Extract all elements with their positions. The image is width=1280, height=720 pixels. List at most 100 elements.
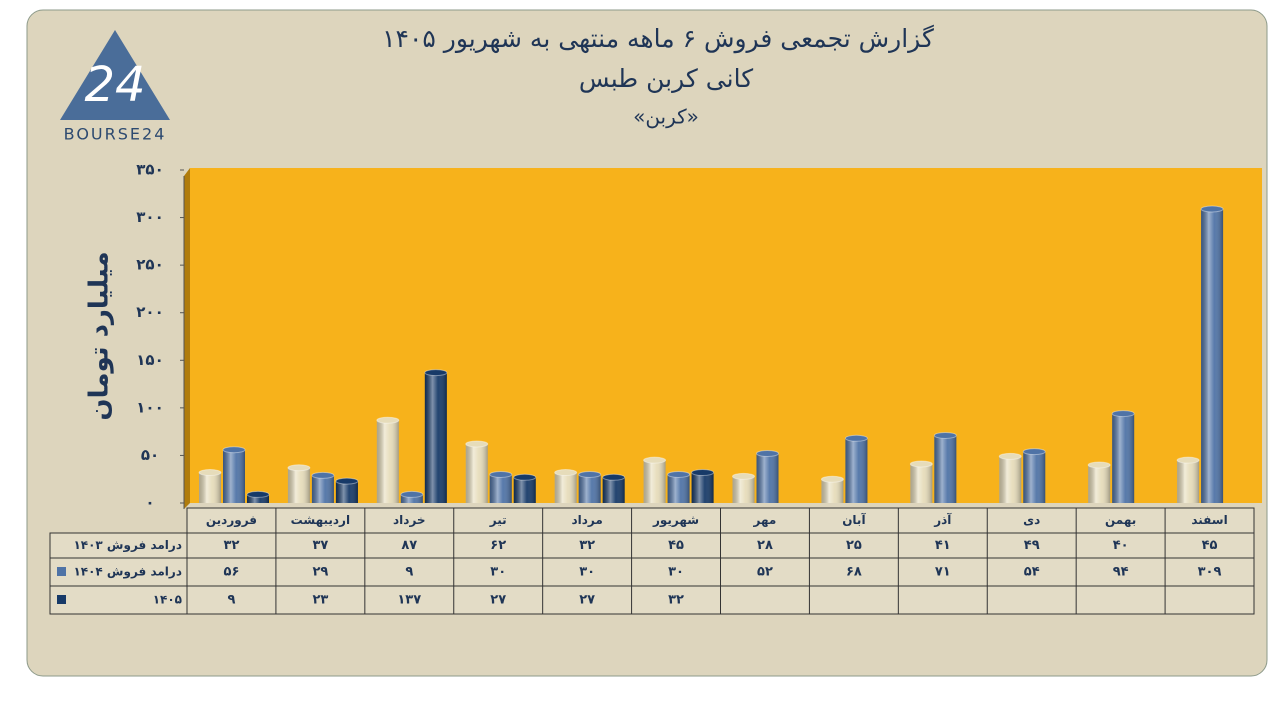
bar-top <box>1022 448 1046 456</box>
bar-top <box>643 456 667 464</box>
bar-shine <box>199 472 221 503</box>
x-tick-label: بهمن <box>1105 513 1136 527</box>
x-tick-label: دی <box>1023 513 1040 527</box>
bar-top <box>554 469 578 477</box>
bar-top <box>820 475 844 483</box>
bar-shine <box>424 372 447 503</box>
bar-shine <box>465 444 488 503</box>
bar-top <box>578 470 602 478</box>
legend-swatch <box>57 595 66 604</box>
bar-top <box>756 450 779 458</box>
bar-top <box>998 452 1022 460</box>
bar-shine <box>376 420 399 503</box>
bar-top <box>1087 461 1111 469</box>
logo-shape <box>60 30 170 120</box>
table-value: ۲۷ <box>579 593 595 608</box>
bar-shine <box>934 435 957 503</box>
legend-label: درامد فروش ۱۴۰۴ <box>73 565 182 580</box>
y-tick-label: ۱۵۰ <box>136 351 163 369</box>
bar-shine <box>489 474 512 503</box>
table-value: ۳۰ <box>668 565 684 580</box>
plot-wall <box>184 168 190 509</box>
bar-top <box>376 416 400 424</box>
bar-top <box>1111 410 1135 418</box>
x-tick-label: فروردین <box>206 513 257 528</box>
table-value: ۳۷ <box>312 538 328 553</box>
bar-shine <box>756 453 779 503</box>
table-value: ۶۸ <box>846 565 862 580</box>
bar-top <box>287 464 311 472</box>
bar-top <box>1176 456 1200 464</box>
x-tick-label: تیر <box>489 513 507 527</box>
bar-top <box>909 460 933 468</box>
table-value: ۳۰۹ <box>1198 565 1222 580</box>
bar-shine <box>732 476 755 503</box>
bar-shine <box>667 474 690 503</box>
bar-shine <box>400 494 423 503</box>
table-value: ۹ <box>227 593 235 608</box>
y-tick-label: ۳۰۰ <box>136 208 163 226</box>
table-value: ۹۴ <box>1113 565 1129 580</box>
table-value: ۴۹ <box>1024 538 1040 553</box>
table-bg <box>49 532 188 615</box>
bar-shine <box>578 474 601 503</box>
bar-top <box>400 490 424 498</box>
bar-shine <box>1201 209 1224 503</box>
x-tick-label: خرداد <box>393 513 426 527</box>
bar-top <box>222 446 246 454</box>
table-value: ۲۳ <box>312 593 328 608</box>
bar-shine <box>691 472 714 503</box>
table-value: ۳۰ <box>579 565 595 580</box>
bar-shine <box>910 463 933 503</box>
bar-top <box>933 431 957 439</box>
table-value: ۴۰ <box>1113 538 1129 553</box>
bar-shine <box>1088 464 1111 503</box>
y-tick-label: ۲۵۰ <box>136 256 163 274</box>
x-tick-label: شهریور <box>652 513 699 528</box>
legend-label: درامد فروش ۱۴۰۳ <box>73 538 182 553</box>
table-value: ۲۷ <box>490 593 506 608</box>
bar-shine <box>513 477 536 503</box>
bar-top <box>424 369 448 377</box>
bar-top <box>691 469 715 477</box>
logo-mark: 24 <box>84 57 145 113</box>
logo-text: BOURSE24 <box>64 125 167 144</box>
bar-top <box>1200 205 1224 213</box>
table-value: ۵۴ <box>1024 565 1040 580</box>
bar-shine <box>821 479 844 503</box>
plot-area <box>190 168 1262 503</box>
table-value: ۴۱ <box>935 538 951 553</box>
table-value: ۴۵ <box>668 538 684 553</box>
bar-shine <box>602 477 625 503</box>
legend-swatch <box>57 567 66 576</box>
bar-shine <box>223 449 245 503</box>
table-value: ۱۳۷ <box>397 593 421 608</box>
bar-top <box>844 434 868 442</box>
table-value: ۷۱ <box>935 565 951 580</box>
table-value: ۳۰ <box>490 565 506 580</box>
bar-shine <box>247 494 269 503</box>
y-tick-label: ۳۵۰ <box>136 161 163 179</box>
legend-label: ۱۴۰۵ <box>153 593 182 607</box>
bar-shine <box>1023 451 1046 503</box>
bar-shine <box>999 456 1022 503</box>
bar-shine <box>287 467 310 503</box>
bar-top <box>246 490 270 498</box>
table-value: ۳۲ <box>224 538 240 553</box>
bar-top <box>465 440 489 448</box>
table-value: ۶۲ <box>490 538 506 553</box>
bar-top <box>667 470 691 478</box>
bar-top <box>602 473 626 481</box>
bar-shine <box>335 481 358 503</box>
x-tick-label: آذر <box>933 512 952 527</box>
bar-shine <box>1112 413 1135 503</box>
table-value: ۳۲ <box>579 538 595 553</box>
y-tick-label: ۵۰ <box>141 446 159 464</box>
table-value: ۴۵ <box>1202 538 1218 553</box>
table-value: ۹ <box>405 565 413 580</box>
table-value: ۲۵ <box>846 538 862 553</box>
x-tick-label: مرداد <box>571 513 602 527</box>
bar-shine <box>643 460 666 503</box>
